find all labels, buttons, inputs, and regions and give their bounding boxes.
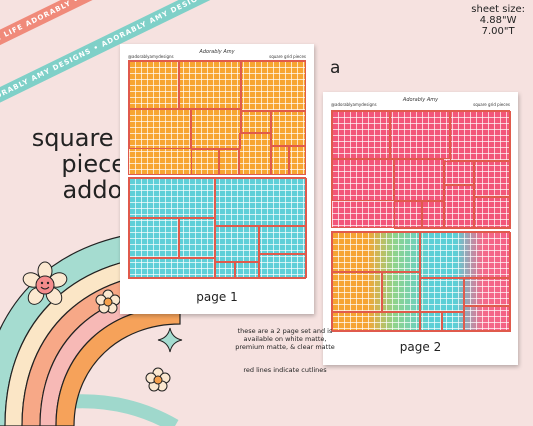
page-2-label: page 2 xyxy=(399,340,442,354)
grid-panel-orange xyxy=(128,60,306,175)
flower-icon xyxy=(95,289,121,314)
sheet-size-info: sheet size: 4.88"W 7.00"T xyxy=(471,4,525,37)
set-info-note: these are a 2 page set and is available … xyxy=(235,327,335,351)
page-kit-name: square grid pieces xyxy=(473,102,510,107)
sticker-sheet-page-1: @adorablyamydesigns Adorably Amy square … xyxy=(120,44,314,314)
page-header: @adorablyamydesigns Adorably Amy square … xyxy=(331,97,510,107)
page-handle: @adorablyamydesigns xyxy=(128,54,174,59)
grid-panel-pink xyxy=(331,110,511,229)
grid-panel-rainbow xyxy=(331,231,511,332)
sparkle-icon xyxy=(157,327,183,353)
option-letter: a xyxy=(330,58,341,78)
sheet-size-width: 4.88"W xyxy=(479,15,517,26)
smiley-flower-icon xyxy=(22,261,68,305)
sheet-size-label: sheet size: xyxy=(471,4,525,15)
page-1-label: page 1 xyxy=(196,290,238,304)
cutline-note: red lines indicate cutlines xyxy=(243,366,327,374)
rainbow-flowers-illustration xyxy=(0,229,183,426)
sticker-sheet-page-2: @adorablyamydesigns Adorably Amy square … xyxy=(323,92,518,365)
page-handle: @adorablyamydesigns xyxy=(331,102,377,107)
page-kit-name: square grid pieces xyxy=(269,54,306,59)
sheet-size-height: 7.00"T xyxy=(481,26,515,37)
flower-icon xyxy=(145,367,171,392)
brand-logo: Adorably Amy xyxy=(199,49,235,55)
page-header: @adorablyamydesigns Adorably Amy square … xyxy=(128,49,306,59)
brand-logo: Adorably Amy xyxy=(402,97,439,103)
rainbow-band-orange xyxy=(55,305,181,426)
grid-panel-teal xyxy=(128,177,307,279)
